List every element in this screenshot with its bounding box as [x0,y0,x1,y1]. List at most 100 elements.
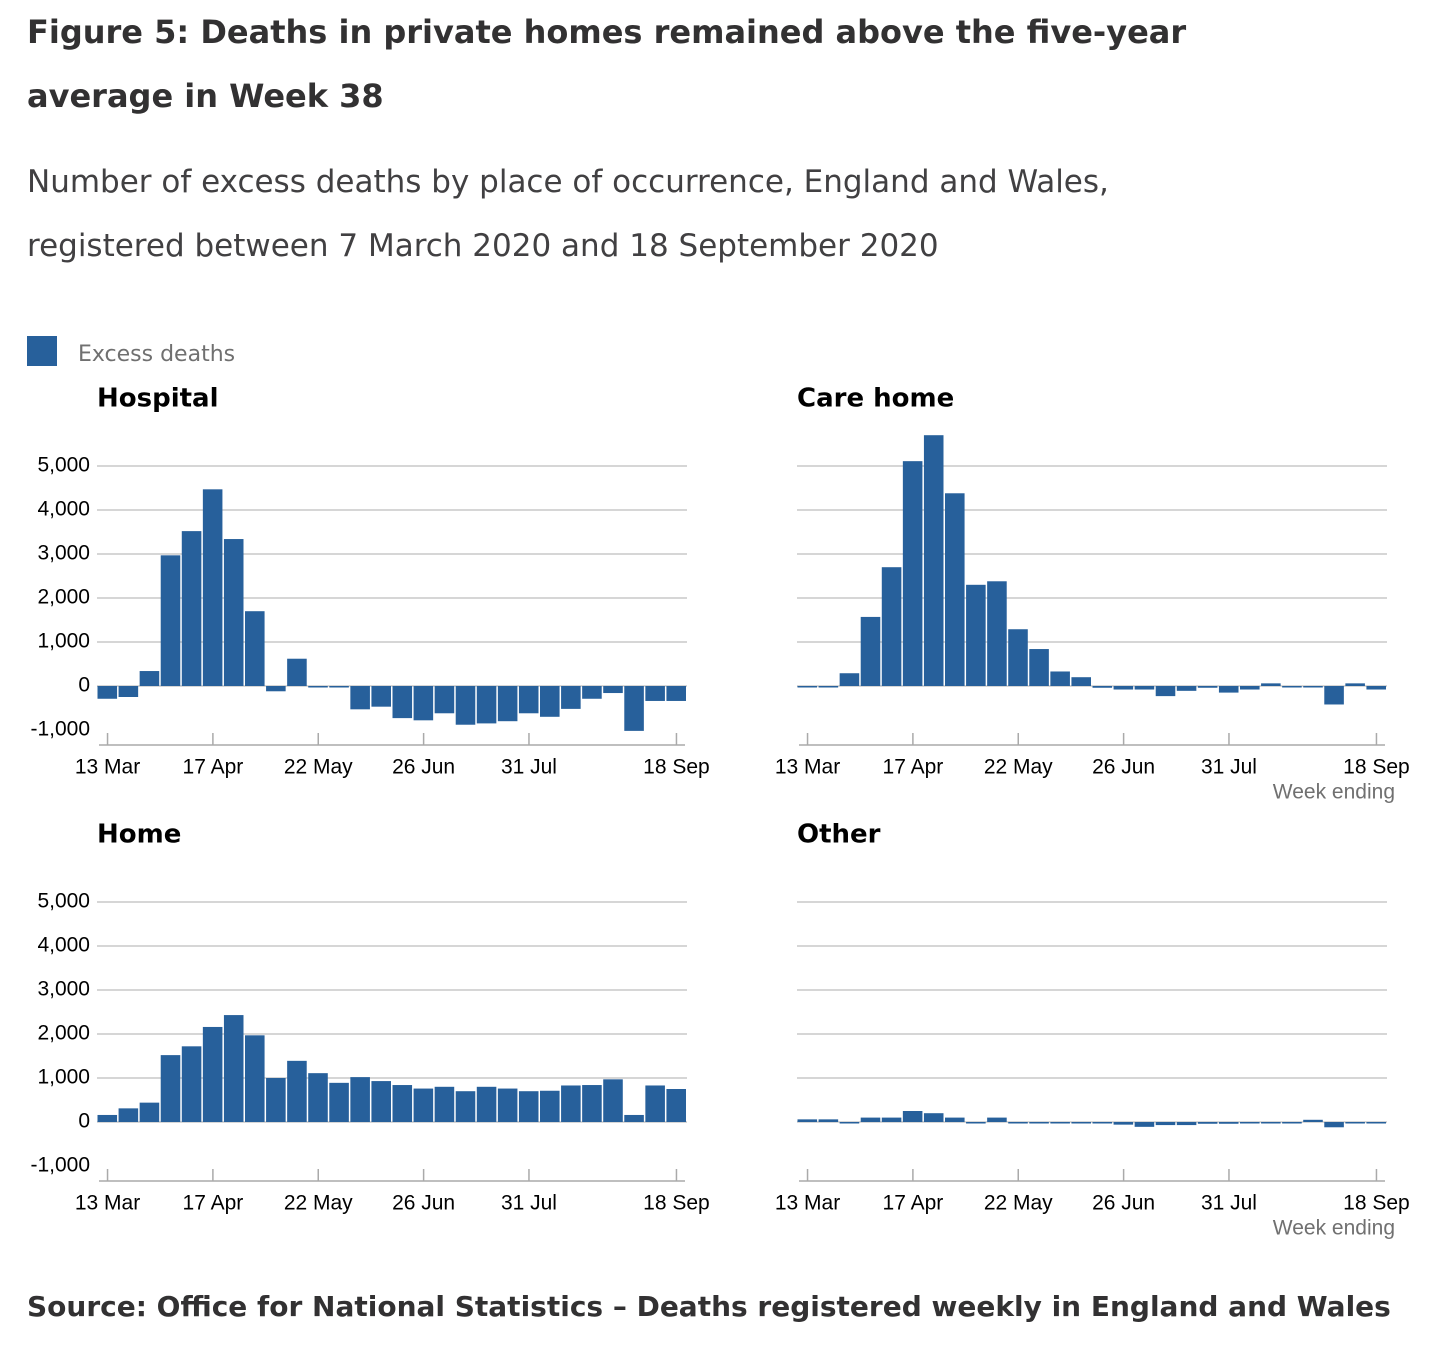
bar [1303,686,1323,688]
title: Figure 5: Deaths in private homes remain… [27,13,1187,115]
bar [797,1119,818,1122]
bar [540,686,560,717]
x-tick-label: 26 Jun [1092,756,1155,779]
bar [666,686,686,701]
y-tick-label: -1,000 [30,718,90,741]
bar [603,1079,623,1122]
bar [603,686,623,694]
x-tick-label: 22 May [984,1192,1053,1215]
y-tick-label: 2,000 [37,586,90,609]
bar [1282,686,1302,688]
bar [624,1114,644,1122]
bar [497,1088,518,1122]
bar [1197,1122,1218,1124]
x-tick-label: 22 May [284,1192,353,1215]
bar [1155,1122,1176,1126]
x-tick-label: 18 Sep [1343,756,1410,779]
x-tick-label: 17 Apr [883,756,944,779]
legend-label: Excess deaths [78,342,236,367]
bar [1261,1122,1281,1124]
bar [540,1090,560,1122]
panel-title: Home [97,820,181,850]
bar [266,686,286,692]
bar [1240,686,1260,690]
bar [1345,1122,1365,1124]
bar [181,531,202,686]
bar [308,686,328,688]
bar [1092,1122,1113,1124]
bar [1071,1122,1091,1124]
bar [1113,686,1134,690]
bar [223,539,244,686]
bar [966,1122,986,1124]
bar [1303,1119,1323,1122]
x-axis-label: Week ending [1273,781,1395,804]
bar [287,1060,307,1122]
y-tick-label: 1,000 [37,630,90,653]
bar [371,1081,391,1122]
bar [582,686,602,699]
source: Source: Office for National Statistics –… [27,1290,1391,1323]
y-tick-label: 1,000 [37,1066,90,1089]
bar [392,686,413,719]
x-tick-label: 31 Jul [501,756,557,779]
bar [245,611,265,686]
x-tick-label: 31 Jul [1201,1192,1257,1215]
panel-title: Other [797,820,881,850]
x-tick-label: 18 Sep [643,1192,710,1215]
bar [645,686,665,701]
bar [139,1102,160,1122]
bar [1282,1122,1302,1124]
bar [1008,1122,1028,1124]
bar [1366,686,1386,690]
bar [329,686,349,688]
bar [434,1086,455,1122]
bar [350,1077,370,1122]
bar [329,1082,349,1122]
bar [987,1117,1007,1122]
bar [455,1091,476,1122]
bar [561,686,581,709]
bar [518,686,539,714]
x-tick-label: 26 Jun [1092,1192,1155,1215]
bar [371,686,391,707]
panel-title: Hospital [97,384,219,414]
bar [181,1046,202,1122]
x-tick-label: 26 Jun [392,756,455,779]
bar [945,493,965,686]
x-tick-label: 31 Jul [1201,756,1257,779]
x-tick-label: 22 May [284,756,353,779]
bar [1092,686,1113,688]
bar [902,1111,923,1122]
bar [645,1085,665,1122]
bar [1240,1122,1260,1124]
bar [266,1078,286,1122]
bar [1261,683,1281,686]
x-tick-label: 17 Apr [183,1192,244,1215]
bar [350,686,370,710]
bar [923,1113,944,1122]
bar [987,581,1007,686]
bar [582,1085,602,1122]
y-tick-label: 3,000 [37,542,90,565]
bar [1155,686,1176,697]
bar [518,1091,539,1122]
bar [434,686,455,714]
x-tick-label: 13 Mar [75,756,140,779]
bar [966,584,986,686]
bar [902,461,923,686]
bar [1008,629,1028,686]
bar [561,1085,581,1122]
bar [202,489,223,686]
bar [1345,683,1365,686]
y-tick-label: 3,000 [37,978,90,1001]
bar [1134,686,1155,690]
bar [666,1089,686,1122]
bar [860,1117,881,1122]
y-tick-label: 2,000 [37,1022,90,1045]
x-tick-label: 13 Mar [75,1192,140,1215]
bar [624,686,644,731]
bar [287,658,307,686]
bar [160,555,181,686]
